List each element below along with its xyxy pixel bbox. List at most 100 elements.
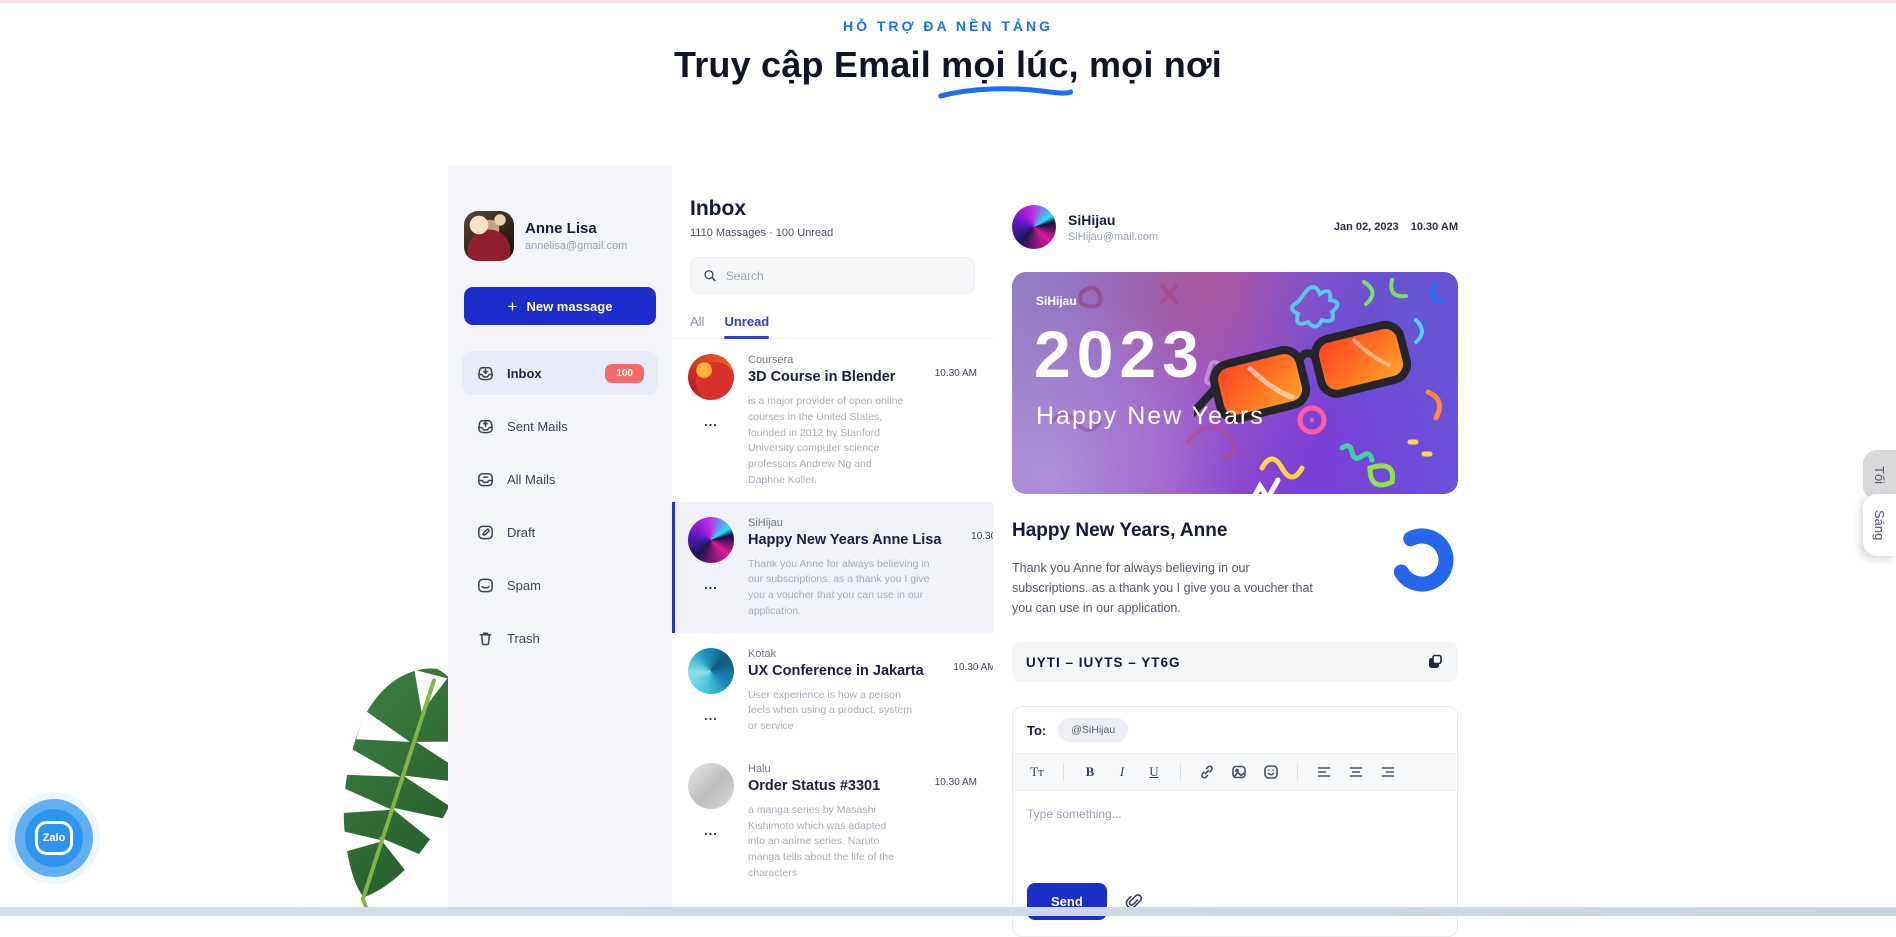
tab-unread[interactable]: Unread: [724, 314, 769, 338]
user-avatar: [464, 211, 514, 261]
sidebar-item-sent-mails[interactable]: Sent Mails: [462, 404, 658, 448]
email-time: 10.30 AM: [955, 517, 993, 620]
more-options-button[interactable]: ...: [688, 414, 734, 429]
plus-icon: +: [508, 298, 518, 315]
email-row-sihijau[interactable]: ... SiHijau Happy New Years Anne Lisa Th…: [672, 502, 993, 633]
toolbar-divider: [1180, 763, 1181, 781]
email-time: 10.30 AM: [919, 354, 977, 489]
more-options-button[interactable]: ...: [688, 577, 734, 592]
sidebar-item-label: Inbox: [507, 366, 542, 381]
dark-mode-tab[interactable]: Tối: [1863, 450, 1896, 500]
list-subtitle: 1110 Massages · 100 Unread: [690, 227, 975, 239]
sidebar-item-trash[interactable]: Trash: [462, 616, 658, 660]
email-heading: Happy New Years, Anne: [1012, 520, 1317, 542]
recipient-row: To: @SiHijau: [1013, 707, 1457, 753]
light-mode-tab[interactable]: Sáng: [1863, 494, 1896, 556]
format-toolbar: Tт B I U: [1013, 753, 1457, 791]
leaf-decoration: [338, 655, 463, 915]
draft-pencil-icon: [476, 523, 495, 542]
title-pre: Truy cập Email: [674, 44, 941, 85]
toolbar-divider: [1063, 763, 1064, 781]
sidebar-nav: Inbox 100 Sent Mails All Mails Draft Spa…: [462, 351, 658, 660]
email-subject: 3D Course in Blender: [748, 369, 905, 385]
bottom-divider: [0, 907, 1896, 916]
theme-switcher: Tối Sáng: [1863, 450, 1896, 556]
email-body-text: Thank you Anne for always believing in o…: [1012, 558, 1317, 618]
banner-caption: Happy New Years: [1036, 402, 1265, 431]
tab-all[interactable]: All: [690, 314, 704, 338]
sihijau-logo-icon: [1386, 524, 1458, 596]
sidebar-item-label: Trash: [507, 631, 540, 646]
hero-header: HỖ TRỢ ĐA NỀN TẢNG Truy cập Email mọi lú…: [0, 18, 1896, 86]
zalo-chat-button[interactable]: Zalo: [8, 792, 100, 884]
detail-sender-name: SiHijau: [1068, 212, 1158, 228]
email-snippet: User experience is how a person feels wh…: [748, 688, 924, 735]
more-options-button[interactable]: ...: [688, 708, 734, 723]
email-snippet: a manga series by Masashi Kishimoto whic…: [748, 803, 905, 879]
search-input[interactable]: [726, 269, 962, 283]
email-time: 10.30 AM: [919, 763, 977, 879]
email-row-kotak[interactable]: ... Kotak UX Conference in Jakarta User …: [672, 633, 993, 748]
toolbar-divider: [1297, 763, 1298, 781]
all-mails-icon: [476, 470, 495, 489]
email-sender: Halu: [748, 763, 905, 775]
inbox-unread-badge: 100: [605, 364, 644, 383]
mail-list-panel: Inbox 1110 Massages · 100 Unread All Unr…: [672, 165, 1003, 916]
link-button[interactable]: [1193, 761, 1221, 783]
list-title: Inbox: [690, 197, 975, 221]
align-left-button[interactable]: [1310, 761, 1338, 783]
sidebar-item-inbox[interactable]: Inbox 100: [462, 351, 658, 395]
detail-date: Jan 02, 2023: [1334, 221, 1399, 233]
detail-sender-email: SiHijau@mail.com: [1068, 231, 1158, 243]
sidebar-item-label: Sent Mails: [507, 419, 568, 434]
spam-icon: [476, 576, 495, 595]
email-row-halu[interactable]: ... Halu Order Status #3301 a manga seri…: [672, 748, 993, 879]
title-highlight: mọi lúc: [941, 44, 1068, 86]
recipient-chip[interactable]: @SiHijau: [1058, 718, 1128, 742]
voucher-code: UYTI – IUYTS – YT6G: [1026, 655, 1181, 670]
sender-avatar: [688, 354, 734, 400]
message-input[interactable]: [1027, 807, 1443, 867]
bold-button[interactable]: B: [1076, 761, 1104, 783]
search-icon: [703, 268, 717, 283]
sidebar-item-all-mails[interactable]: All Mails: [462, 457, 658, 501]
underline-button[interactable]: U: [1140, 761, 1168, 783]
align-center-button[interactable]: [1342, 761, 1370, 783]
emoji-button[interactable]: [1257, 761, 1285, 783]
more-options-button[interactable]: ...: [688, 823, 734, 838]
title-post: , mọi nơi: [1069, 44, 1222, 85]
italic-button[interactable]: I: [1108, 761, 1136, 783]
detail-sender-avatar: [1012, 205, 1056, 249]
banner-brand: SiHijau: [1036, 294, 1077, 308]
compose-card: To: @SiHijau Tт B I U: [1012, 706, 1458, 937]
sidebar-item-draft[interactable]: Draft: [462, 510, 658, 554]
sidebar-item-label: All Mails: [507, 472, 555, 487]
hero-eyebrow: HỖ TRỢ ĐA NỀN TẢNG: [0, 18, 1896, 34]
new-message-button[interactable]: + New massage: [464, 287, 656, 325]
email-snippet: is a major provider of open online cours…: [748, 394, 905, 489]
email-time: 10.30 AM: [938, 648, 993, 735]
align-right-button[interactable]: [1374, 761, 1402, 783]
sidebar: Anne Lisa annelisa@gmail.com + New massa…: [448, 165, 672, 916]
text-style-button[interactable]: Tт: [1023, 761, 1051, 783]
sidebar-item-spam[interactable]: Spam: [462, 563, 658, 607]
copy-icon[interactable]: [1426, 653, 1444, 671]
banner-year: 2023: [1034, 316, 1205, 392]
insert-image-button[interactable]: [1225, 761, 1253, 783]
sent-icon: [476, 417, 495, 436]
email-subject: Order Status #3301: [748, 778, 905, 794]
newyear-banner-image: SiHijau 2023 Happy New Years: [1012, 272, 1458, 494]
email-app-mockup: Anne Lisa annelisa@gmail.com + New massa…: [448, 165, 1470, 916]
email-rows: ... Coursera 3D Course in Blender is a m…: [672, 339, 993, 879]
top-divider: [0, 0, 1896, 3]
to-label: To:: [1027, 723, 1046, 738]
email-row-coursera[interactable]: ... Coursera 3D Course in Blender is a m…: [672, 339, 993, 502]
zalo-icon: Zalo: [25, 809, 83, 867]
user-name: Anne Lisa: [525, 220, 627, 237]
trash-icon: [476, 629, 495, 648]
sidebar-item-label: Spam: [507, 578, 541, 593]
search-box[interactable]: [690, 257, 975, 294]
